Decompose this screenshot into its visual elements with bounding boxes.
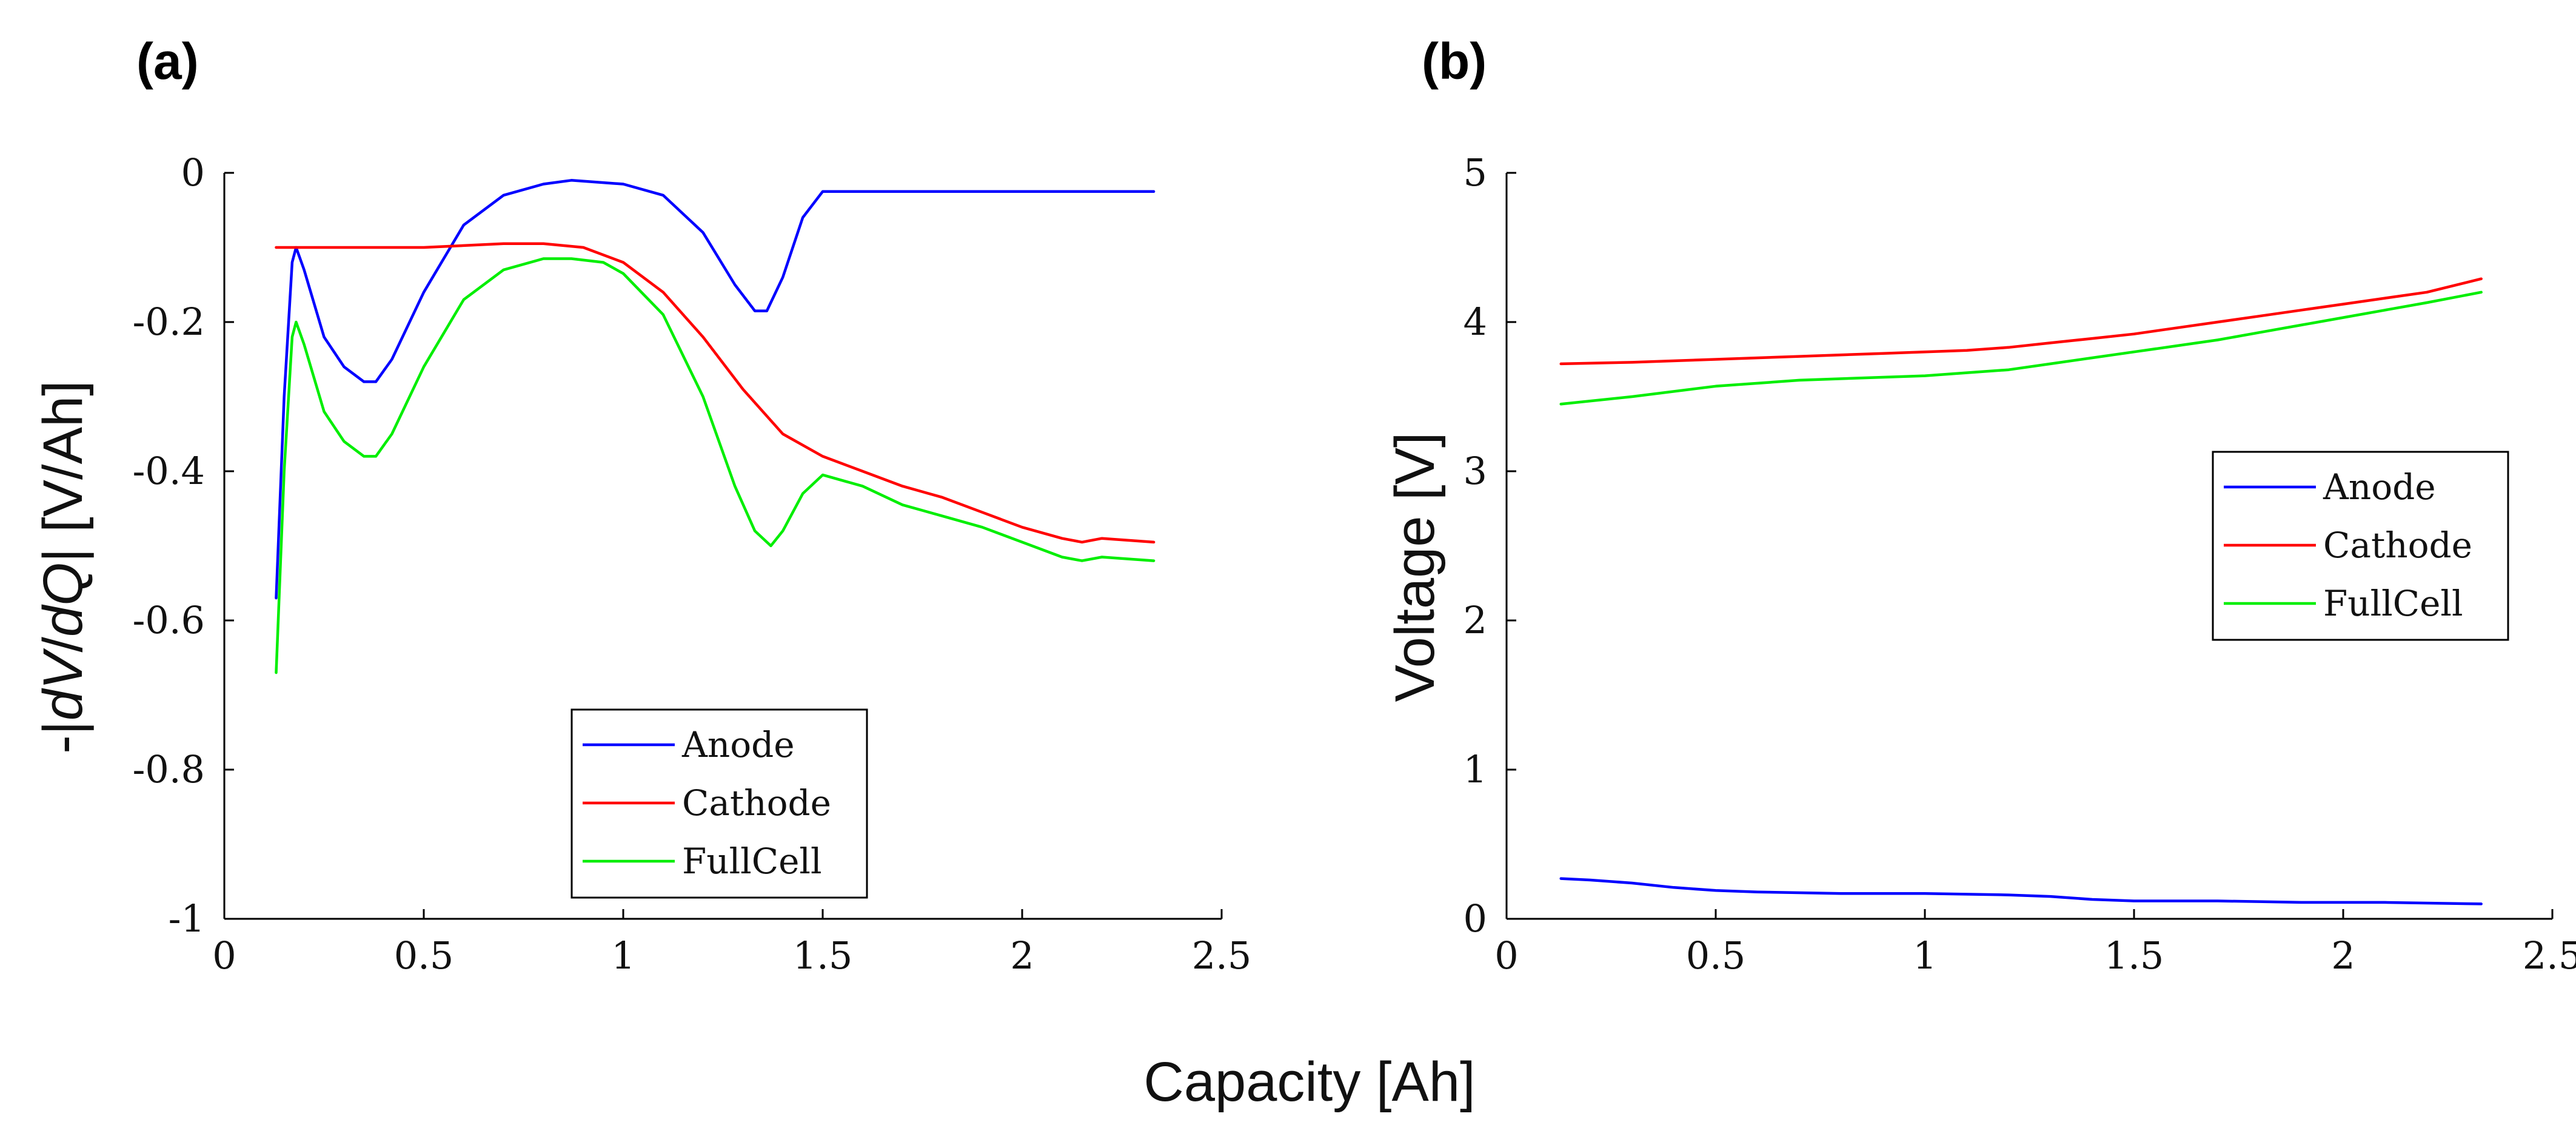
panel-a-y-tick-label: -0.2 [132,300,205,344]
panel-a-y-tick-label: -1 [169,896,205,941]
panel-a-y-axis-title-part: -| [32,721,94,754]
panel-a-series-cathode [275,242,1156,544]
panel-b-x-tick-label: 1.5 [2104,933,2164,978]
shared-x-axis-title: Capacity [Ah] [1143,1051,1475,1113]
panel-b-voltage-chart: (b) 0 0.5 1 1.5 2 2.5 0 1 2 3 4 5 Anode Cathode FullCe… [1384,33,2576,978]
panel-b-x-tick-label: 2.5 [2523,933,2576,978]
panel-a-series-anode [275,179,1156,600]
panel-a-y-tick-label: -0.8 [132,747,205,791]
panel-b-x-tick-label: 0.5 [1686,933,1746,978]
panel-a-y-tick-label: -0.6 [132,598,205,642]
panel-a-plot-area: 0 0.5 1 1.5 2 2.5 -1 -0.8 -0.6 -0.4 -0.2 0 Anode Cath… [132,150,1251,978]
panel-b-legend-label-fullcell: FullCell [2323,583,2463,624]
panel-a-y-tick-label: -0.4 [132,449,205,493]
panel-b-series-cathode [1559,277,2483,366]
panel-b-legend-label-cathode: Cathode [2323,525,2472,566]
panel-b-y-tick-label: 4 [1464,300,1487,344]
panel-b-label: (b) [1422,33,1487,90]
panel-b-y-tick-label: 2 [1464,598,1487,642]
panel-b-x-tick-label: 2 [2331,933,2355,978]
panel-b-y-tick-label: 0 [1464,896,1487,941]
panel-a-dvdq-chart: (a) 0 0.5 1 1.5 2 2.5 -1 -0.8 -0.6 -0.4 -0.2 0 Anode… [32,33,1251,978]
panel-a-y-axis-title: -|dV/dQ| [V/Ah] [32,380,94,753]
panel-a-legend-label-fullcell: FullCell [682,841,822,882]
panel-b-series-anode [1559,877,2483,905]
panel-b-y-tick-label: 1 [1464,747,1487,791]
panel-a-x-tick-label: 1.5 [793,933,853,978]
panel-a-x-tick-label: 0.5 [394,933,454,978]
panel-a-legend: Anode Cathode FullCell [570,708,868,899]
panel-b-y-axis-title: Voltage [V] [1384,432,1446,702]
panel-b-x-tick-label: 0 [1494,933,1518,978]
panel-a-y-axis-title-part: / [32,637,94,653]
panel-b-series-fullcell [1559,291,2483,406]
panel-a-x-tick-label: 2.5 [1192,933,1252,978]
panel-a-label: (a) [136,33,199,90]
panel-a-y-tick-label: 0 [181,150,205,195]
panel-b-x-tick-label: 1 [1913,933,1936,978]
panel-a-legend-label-cathode: Cathode [682,782,831,824]
panel-a-x-tick-label: 2 [1010,933,1034,978]
panel-b-plot-area: 0 0.5 1 1.5 2 2.5 0 1 2 3 4 5 Anode Cathode FullCell [1464,150,2576,978]
panel-a-x-tick-label: 0 [212,933,236,978]
panel-a-legend-label-anode: Anode [681,724,795,765]
panel-a-series-fullcell [275,257,1156,674]
panel-a-y-axis-title-part: dV [32,648,94,721]
panel-b-legend-box [2212,451,2509,641]
panel-a-y-axis-title-part: | [V/Ah] [32,380,94,562]
panel-a-y-axis-title-part: dQ [32,562,94,637]
panel-b-y-tick-label: 3 [1464,449,1487,493]
panel-a-x-tick-label: 1 [611,933,635,978]
panel-b-y-tick-label: 5 [1464,150,1487,195]
panel-b-legend: Anode Cathode FullCell [2212,451,2509,641]
panel-b-legend-label-anode: Anode [2323,466,2436,508]
